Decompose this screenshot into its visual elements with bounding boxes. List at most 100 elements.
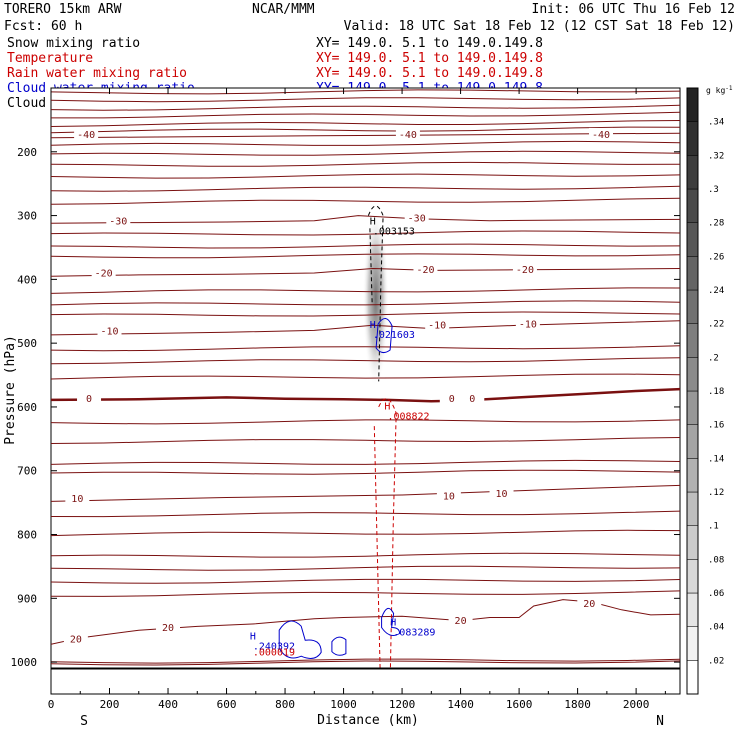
isotherm-label: -10: [519, 319, 537, 330]
colorbar-tick-label: .02: [708, 656, 724, 666]
cloud-contours: [278, 205, 401, 669]
y-tick-label: 500: [17, 337, 37, 350]
max-annotations: H.003153H.021603H.008822H.083289H.240392…: [250, 217, 436, 659]
isotherm-label: -40: [399, 130, 417, 141]
isotherm-line: [51, 120, 680, 127]
y-tick-label: 600: [17, 401, 37, 414]
colorbar-segment: [686, 592, 699, 627]
x-tick-label: 1800: [564, 698, 591, 711]
isotherm-line: [51, 111, 680, 119]
isotherm-line: [51, 185, 680, 192]
isotherm-line: [51, 126, 680, 134]
isotherm-line: [51, 529, 680, 537]
isotherm-line: [51, 300, 680, 306]
hydrometeor-contour: [331, 636, 347, 656]
isotherm-label: 20: [455, 616, 467, 627]
isotherm-line: [51, 419, 680, 425]
isotherm-line: [51, 578, 680, 584]
isotherm-label: 0: [449, 394, 455, 405]
init-time: Init: 06 UTC Thu 16 Feb 12: [532, 2, 736, 17]
colorbar-segment: [686, 357, 699, 392]
x-axis: 0 200 400 600 800 1000 1200 1400 1600 1800 2000: [48, 88, 666, 711]
max-value: .008822: [387, 412, 429, 423]
isotherm-label: 0: [86, 394, 92, 405]
isotherm-line: [51, 552, 680, 558]
isotherm-label: -20: [95, 268, 113, 279]
colorbar-tick-label: .3: [708, 185, 719, 195]
colorbar-segment: [686, 491, 699, 526]
isotherm-label: -10: [428, 321, 446, 332]
isotherm-label: 10: [71, 494, 83, 505]
isotherm-label: -30: [109, 217, 127, 228]
colorbar-tick-label: .24: [708, 286, 724, 296]
hydrometeor-contour: [373, 398, 397, 669]
isotherm--30: [51, 215, 680, 224]
colorbar-tick-label: .2: [708, 353, 719, 363]
isotherm-line: [51, 373, 680, 380]
colorbar-segment: [686, 626, 699, 661]
isotherm-line: [51, 469, 680, 475]
isotherm-line: [51, 590, 680, 597]
valid-time: Valid: 18 UTC Sat 18 Feb 12 (12 CST Sat …: [344, 19, 735, 34]
hydrometeor-contour: [375, 318, 393, 354]
colorbar-tick-label: .18: [708, 387, 724, 397]
x-tick-label: 2000: [623, 698, 650, 711]
isotherm-line: [51, 660, 680, 666]
colorbar-segment: [686, 155, 699, 190]
isotherm-line: [51, 459, 680, 465]
isotherm-label: -30: [408, 213, 426, 224]
isotherm-line: [51, 197, 680, 205]
colorbar-tick-label: .06: [708, 589, 724, 599]
isotherm-line: [51, 230, 680, 236]
max-value: .000019: [253, 648, 295, 659]
isotherm-label: -10: [100, 326, 118, 337]
isotherm-line: [51, 243, 680, 249]
colorbar-tick-label: .12: [708, 488, 724, 498]
colorbar-segment: [686, 289, 699, 324]
colorbar-tick-label: .14: [708, 454, 724, 464]
isotherm-line: [51, 287, 680, 294]
colorbar-tick-label: .28: [708, 219, 724, 229]
model-title: TORERO 15km ARW: [4, 2, 122, 17]
x-tick-label: 1000: [330, 698, 357, 711]
center-title: NCAR/MMM: [252, 2, 315, 17]
isotherm-line: [51, 140, 680, 146]
isotherm-label: -20: [416, 265, 434, 276]
isotherm-line: [51, 437, 680, 444]
field-xy: XY= 149.0. 5.1 to 149.0.149.8: [316, 36, 543, 51]
isotherm-line: [51, 97, 680, 103]
colorbar-segment: [686, 390, 699, 425]
isotherm-line: [51, 173, 680, 179]
hydrometeor-contour: [381, 607, 401, 636]
max-value: .021603: [373, 330, 415, 341]
isotherm-label: 10: [496, 489, 508, 500]
isotherm-label: 10: [443, 492, 455, 503]
hydrometeor-contour: [278, 620, 322, 659]
colorbar-segment: [686, 424, 699, 459]
colorbar-tick-label: .16: [708, 421, 724, 431]
y-tick-label: 900: [17, 592, 37, 605]
hydrometeor-contour: [367, 205, 384, 382]
isotherm-line: [51, 161, 680, 167]
x-axis-label: Distance (km): [317, 713, 419, 728]
isotherm-line: [51, 510, 680, 518]
colorbar-tick-label: .08: [708, 555, 724, 565]
north-label: N: [656, 714, 664, 729]
isotherm-line: [51, 311, 680, 317]
colorbar-segment: [686, 256, 699, 291]
max-value: .240392: [253, 641, 295, 652]
x-tick-label: 400: [158, 698, 178, 711]
colorbar-segment: [686, 458, 699, 493]
field-name: Temperature: [7, 51, 93, 66]
max-marker: H: [384, 402, 390, 413]
colorbar-segment: [686, 222, 699, 257]
max-value: .083289: [393, 627, 435, 638]
colorbar-tick-label: .04: [708, 623, 724, 633]
colorbar-unit: g kg-1: [706, 85, 733, 95]
isotherm--10: [51, 320, 680, 336]
isotherm-line: [51, 345, 680, 352]
isotherm-label: -40: [77, 130, 95, 141]
colorbar-tick-label: .34: [708, 118, 724, 128]
south-label: S: [80, 714, 88, 729]
